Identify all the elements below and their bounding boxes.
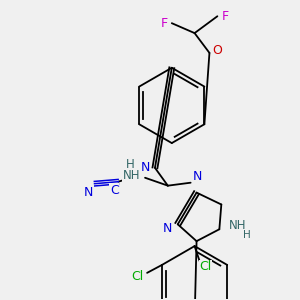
Text: Cl: Cl (200, 260, 211, 273)
Text: N: N (193, 170, 202, 183)
Text: C: C (110, 184, 119, 197)
Text: NH: NH (122, 169, 140, 182)
Text: H: H (243, 230, 251, 240)
Text: Cl: Cl (131, 270, 143, 283)
Text: F: F (160, 17, 167, 30)
Text: NH: NH (228, 219, 246, 232)
Text: F: F (222, 10, 229, 23)
Text: O: O (212, 44, 222, 57)
Text: N: N (140, 161, 150, 174)
Text: N: N (84, 186, 93, 199)
Text: N: N (163, 222, 172, 235)
Text: H: H (126, 158, 135, 171)
